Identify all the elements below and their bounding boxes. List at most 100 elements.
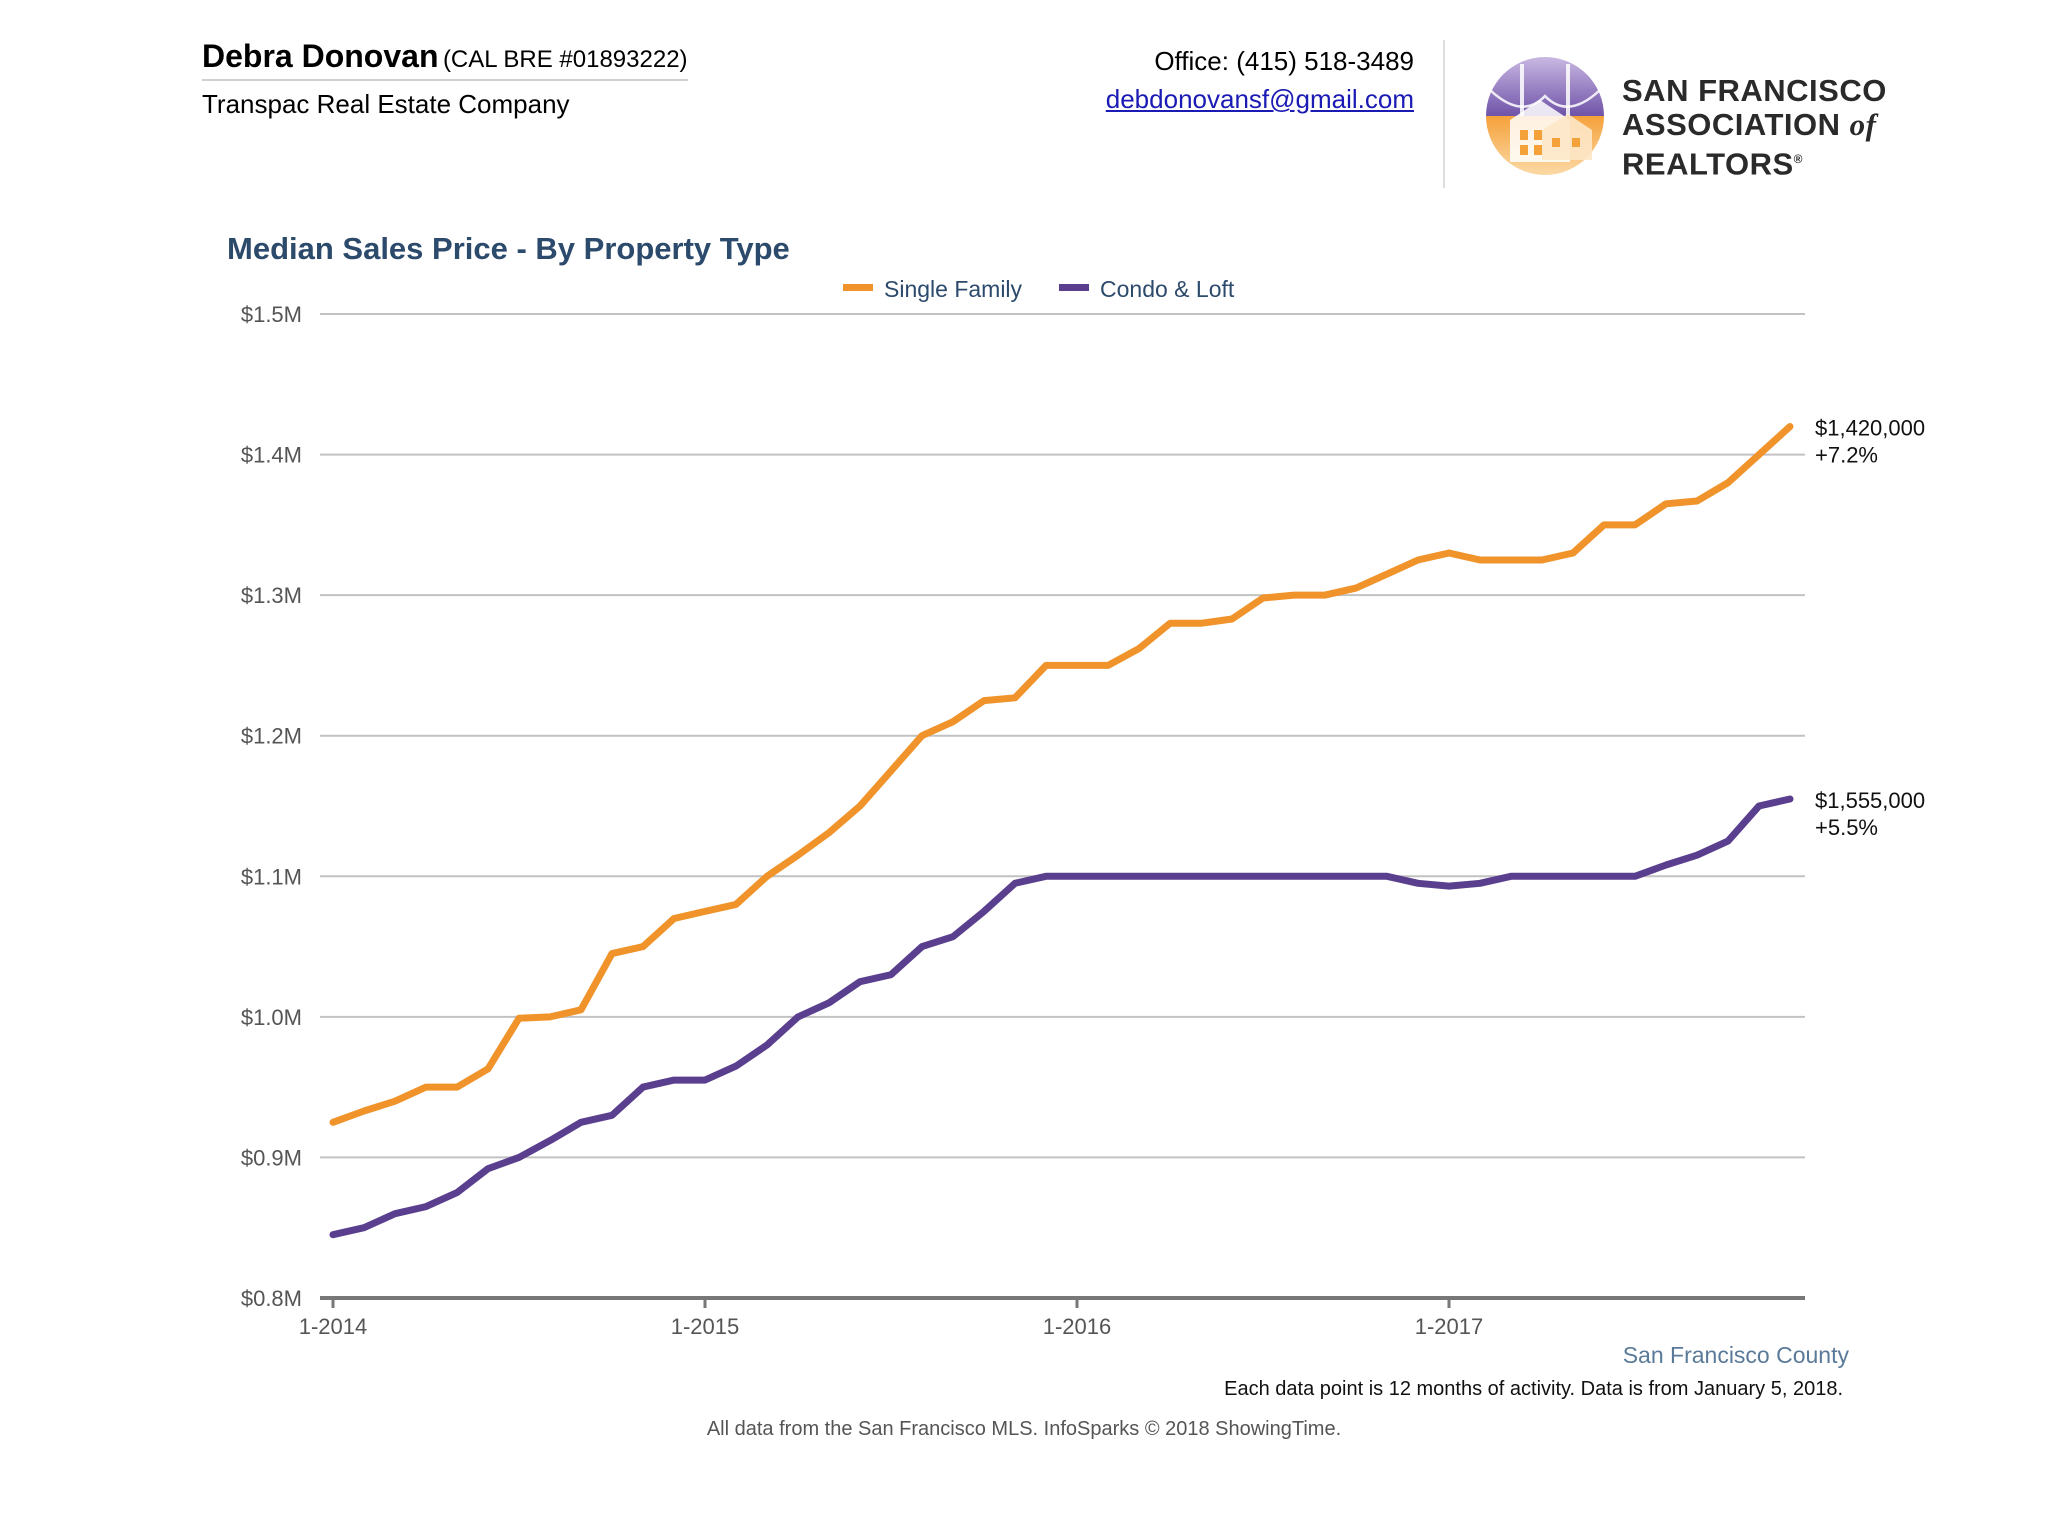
logo-line1: San Francisco xyxy=(1622,73,1887,108)
office-phone: Office: (415) 518-3489 xyxy=(1154,46,1414,76)
x-tick-label: 1-2017 xyxy=(1415,1314,1484,1339)
golden-gate-house-logo-icon xyxy=(1486,57,1604,175)
data-point xyxy=(1572,552,1574,554)
logo-reg-mark: ® xyxy=(1793,152,1803,166)
data-point xyxy=(1169,622,1171,624)
data-point xyxy=(611,1114,613,1116)
data-point xyxy=(1293,594,1295,596)
data-point xyxy=(1634,875,1636,877)
data-point xyxy=(1231,618,1233,620)
data-point xyxy=(1510,559,1512,561)
legend-label-condo-loft: Condo & Loft xyxy=(1100,276,1235,302)
data-point xyxy=(1789,425,1791,427)
end-change-label: +5.5% xyxy=(1815,815,1878,840)
data-point xyxy=(456,1192,458,1194)
data-point xyxy=(1107,875,1109,877)
data-point xyxy=(1076,664,1078,666)
end-change-label: +7.2% xyxy=(1815,442,1878,467)
data-source: All data from the San Francisco MLS. Inf… xyxy=(706,1418,1342,1440)
chart-legend: Single Family Condo & Loft xyxy=(843,276,1235,302)
data-point xyxy=(1045,664,1047,666)
data-point xyxy=(1448,552,1450,554)
data-point xyxy=(828,1002,830,1004)
data-point xyxy=(735,903,737,905)
data-point xyxy=(332,1234,334,1236)
data-point xyxy=(518,1017,520,1019)
data-point xyxy=(1696,500,1698,502)
agent-name-line: Debra Donovan (CAL BRE #01893222) xyxy=(202,38,688,81)
data-point xyxy=(735,1065,737,1067)
data-point xyxy=(983,910,985,912)
data-point xyxy=(1293,875,1295,877)
data-point xyxy=(425,1086,427,1088)
data-point xyxy=(1014,697,1016,699)
data-point xyxy=(1138,875,1140,877)
data-point xyxy=(1634,524,1636,526)
agent-license: (CAL BRE #01893222) xyxy=(442,46,688,73)
y-tick-label: $0.9M xyxy=(241,1145,302,1170)
data-point xyxy=(952,721,954,723)
data-point xyxy=(1262,597,1264,599)
contact-info: Office: (415) 518-3489 debdonovansf@gmai… xyxy=(1106,42,1414,118)
data-point xyxy=(704,1079,706,1081)
data-point xyxy=(921,946,923,948)
data-point xyxy=(580,1009,582,1011)
data-point xyxy=(890,770,892,772)
data-point xyxy=(518,1156,520,1158)
data-point xyxy=(1355,587,1357,589)
data-point xyxy=(1262,875,1264,877)
data-point xyxy=(642,1086,644,1088)
data-point xyxy=(766,875,768,877)
data-point xyxy=(1324,594,1326,596)
data-point xyxy=(890,974,892,976)
data-point xyxy=(1510,875,1512,877)
data-point xyxy=(983,700,985,702)
y-tick-label: $1.4M xyxy=(241,443,302,468)
email-link[interactable]: debdonovansf@gmail.com xyxy=(1105,84,1414,114)
end-value-label: $1,555,000 xyxy=(1815,788,1925,813)
y-tick-label: $1.1M xyxy=(241,864,302,889)
data-point xyxy=(394,1213,396,1215)
header-divider xyxy=(1443,40,1445,188)
data-point xyxy=(1169,875,1171,877)
chart-title: Median Sales Price - By Property Type xyxy=(227,231,790,266)
legend-label-single-family: Single Family xyxy=(884,276,1023,302)
data-point xyxy=(1696,854,1698,856)
data-point xyxy=(611,953,613,955)
data-point xyxy=(797,854,799,856)
data-point xyxy=(1324,875,1326,877)
data-point xyxy=(549,1140,551,1142)
data-point xyxy=(332,1121,334,1123)
end-labels: $1,420,000+7.2% $1,555,000+5.5% xyxy=(1815,415,1925,840)
y-tick-label: $1.5M xyxy=(241,302,302,327)
data-point xyxy=(425,1206,427,1208)
data-point xyxy=(363,1110,365,1112)
data-point xyxy=(1758,805,1760,807)
y-tick-label: $1.2M xyxy=(241,724,302,749)
series-line-single-family xyxy=(329,423,1794,1126)
data-point xyxy=(1417,882,1419,884)
logo-line2-of: of xyxy=(1849,107,1877,142)
data-point xyxy=(487,1068,489,1070)
company-name: Transpac Real Estate Company xyxy=(202,89,570,119)
data-point xyxy=(1727,482,1729,484)
chart-gridlines xyxy=(320,313,1805,1159)
end-value-label: $1,420,000 xyxy=(1815,415,1925,440)
data-point xyxy=(1479,559,1481,561)
data-point xyxy=(673,1079,675,1081)
data-point xyxy=(456,1086,458,1088)
data-note: Each data point is 12 months of activity… xyxy=(1224,1378,1843,1400)
data-point xyxy=(549,1016,551,1018)
legend-swatch-condo-loft xyxy=(1059,284,1089,291)
data-point xyxy=(487,1168,489,1170)
data-point xyxy=(1231,875,1233,877)
data-point xyxy=(704,910,706,912)
data-point xyxy=(952,936,954,938)
data-point xyxy=(1665,503,1667,505)
data-point xyxy=(673,917,675,919)
data-point xyxy=(1386,573,1388,575)
logo-line2-a: Association xyxy=(1622,107,1841,142)
logo-line2-b: Realtors xyxy=(1622,146,1794,182)
data-point xyxy=(1045,875,1047,877)
data-point xyxy=(1386,875,1388,877)
